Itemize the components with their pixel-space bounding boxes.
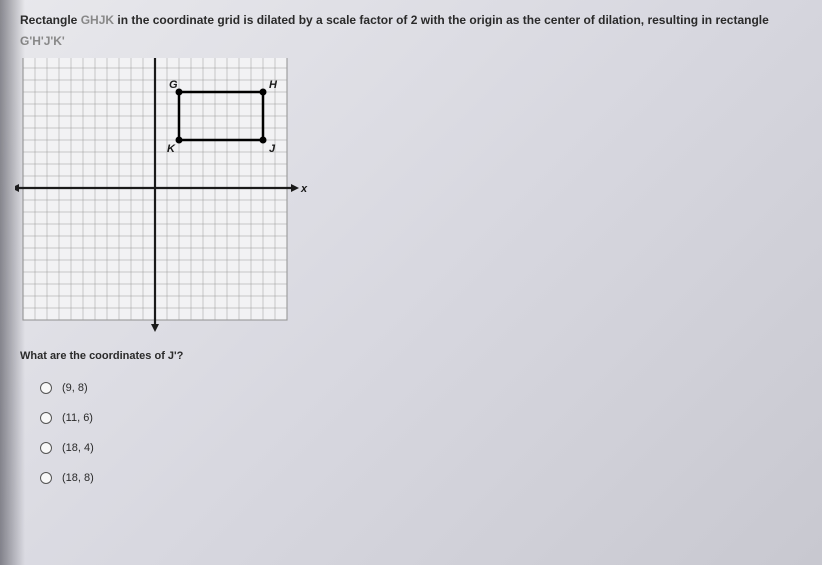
svg-text:J: J bbox=[269, 143, 276, 155]
question-line-1: Rectangle GHJK in the coordinate grid is… bbox=[20, 12, 802, 29]
svg-text:x: x bbox=[300, 183, 308, 195]
question-prefix: Rectangle bbox=[20, 13, 81, 27]
question-suffix: in the coordinate grid is dilated by a s… bbox=[114, 13, 769, 27]
svg-text:G: G bbox=[169, 79, 178, 91]
option-c[interactable]: (18, 4) bbox=[40, 442, 802, 454]
option-d[interactable]: (18, 8) bbox=[40, 472, 802, 484]
option-label: (11, 6) bbox=[62, 412, 93, 424]
coordinate-graph: yxGHJK bbox=[15, 58, 802, 338]
option-a[interactable]: (9, 8) bbox=[40, 382, 802, 394]
option-label: (18, 8) bbox=[62, 472, 94, 484]
question-faded-1: GHJK bbox=[81, 13, 114, 27]
radio-icon[interactable] bbox=[40, 442, 52, 454]
answer-options: (9, 8) (11, 6) (18, 4) (18, 8) bbox=[40, 382, 802, 484]
option-b[interactable]: (11, 6) bbox=[40, 412, 802, 424]
question-line-2: G'H'J'K' bbox=[20, 33, 802, 50]
option-label: (9, 8) bbox=[62, 382, 88, 394]
radio-icon[interactable] bbox=[40, 472, 52, 484]
svg-text:K: K bbox=[167, 143, 176, 155]
sub-question: What are the coordinates of J'? bbox=[20, 350, 802, 362]
option-label: (18, 4) bbox=[62, 442, 94, 454]
radio-icon[interactable] bbox=[40, 412, 52, 424]
radio-icon[interactable] bbox=[40, 382, 52, 394]
svg-text:H: H bbox=[269, 79, 278, 91]
